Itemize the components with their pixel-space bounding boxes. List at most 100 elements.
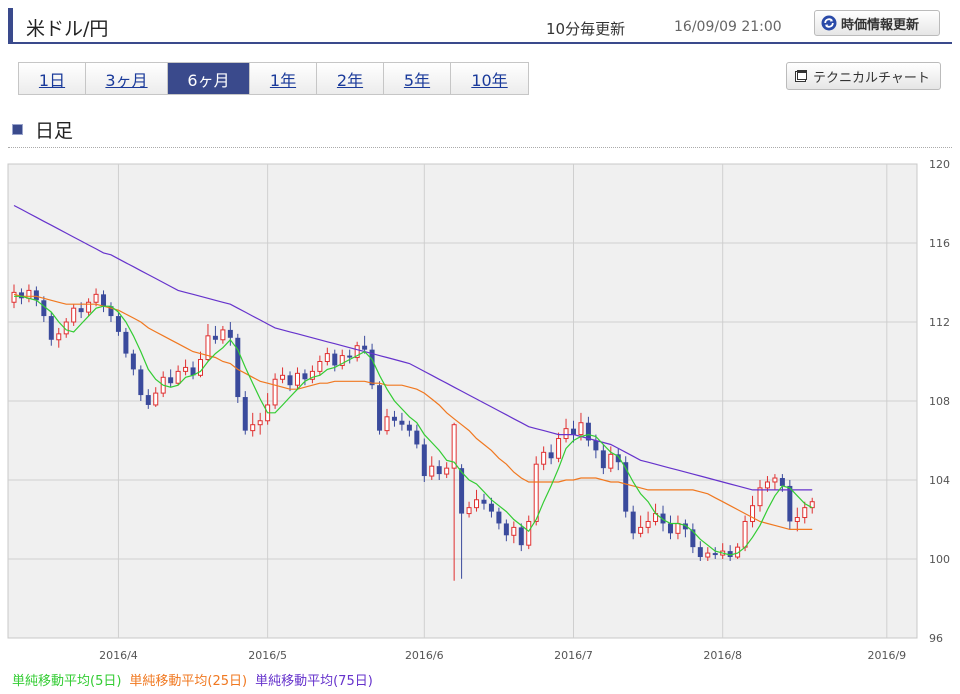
candle-body-down: [787, 485, 793, 522]
candle-body-down: [414, 430, 420, 445]
candle: [533, 456, 539, 526]
y-axis-tick-labels: 96 100 104 108 112 116 120: [929, 158, 950, 645]
candle: [93, 288, 99, 307]
candle: [488, 497, 494, 518]
candle: [309, 365, 315, 384]
candle: [145, 389, 151, 409]
candle: [391, 410, 397, 427]
candle-body-down: [660, 513, 666, 524]
candle: [764, 476, 770, 492]
chart-legend: 単純移動平均(5日) 単純移動平均(25日) 単純移動平均(75日): [12, 670, 373, 689]
candle-body-down: [585, 422, 591, 441]
y-tick-label: 108: [929, 395, 950, 408]
candle: [41, 296, 47, 322]
candle: [347, 349, 353, 364]
candle-body-down: [548, 452, 554, 459]
candle: [645, 511, 651, 534]
ma75-line: [13, 204, 813, 491]
candle: [608, 446, 614, 473]
candle-body-up: [466, 507, 472, 515]
candle-body-down: [503, 523, 509, 536]
candle-body-up: [742, 520, 748, 548]
candle-body-down: [18, 292, 24, 299]
section-marker-icon: [12, 124, 23, 135]
candle: [548, 444, 554, 465]
candle: [242, 391, 248, 435]
candle-body-up: [309, 370, 315, 380]
candle-body-up: [556, 438, 562, 459]
candle: [518, 523, 524, 552]
candle: [638, 515, 644, 538]
candle: [369, 343, 375, 390]
candle-body-up: [511, 526, 517, 536]
candle-body-up: [526, 520, 532, 546]
candle-body-down: [697, 547, 703, 558]
tab-6-months[interactable]: 6ヶ月: [168, 63, 250, 94]
candle: [287, 371, 293, 392]
technical-chart-button[interactable]: テクニカルチャート: [786, 62, 941, 90]
candle-body-down: [421, 444, 427, 477]
tab-3-months[interactable]: 3ヶ月: [86, 63, 168, 94]
candle-body-down: [369, 349, 375, 386]
candle: [324, 347, 330, 366]
tab-10-years[interactable]: 10年: [451, 63, 528, 94]
refresh-icon: [821, 15, 837, 31]
y-tick-label: 96: [929, 632, 943, 645]
candle-body-up: [205, 335, 211, 361]
candle-body-down: [406, 424, 412, 431]
candle: [56, 327, 62, 348]
candle-body-up: [86, 301, 92, 313]
candle-body-down: [459, 468, 465, 514]
candle-body-down: [347, 355, 353, 358]
legend-ma5: 単純移動平均(5日): [12, 674, 122, 689]
candle: [712, 547, 718, 559]
candle: [86, 298, 92, 317]
candle-body-down: [242, 397, 248, 431]
tab-5-years[interactable]: 5年: [384, 63, 451, 94]
candle-body-down: [302, 373, 308, 380]
candle-body-up: [11, 291, 17, 303]
tab-1-year[interactable]: 1年: [250, 63, 317, 94]
currency-pair-title: 米ドル/円: [26, 18, 109, 40]
candle-body-down: [108, 306, 114, 317]
candle-body-up: [339, 355, 345, 366]
candle-body-up: [317, 361, 323, 372]
candle: [451, 422, 457, 581]
candle-body-up: [802, 507, 808, 519]
candle-body-down: [168, 377, 174, 384]
candle-body-down: [630, 511, 636, 534]
refresh-quote-button[interactable]: 時価情報更新: [814, 10, 940, 36]
candle: [414, 424, 420, 449]
candle-body-down: [227, 329, 233, 338]
candle: [48, 312, 54, 346]
y-tick-label: 104: [929, 474, 950, 487]
candle-body-up: [578, 422, 584, 436]
refresh-quote-label: 時価情報更新: [841, 17, 920, 33]
candle-body-down: [690, 529, 696, 548]
x-tick-label: 2016/6: [405, 649, 444, 662]
candle: [593, 434, 599, 459]
candle-body-down: [138, 369, 144, 396]
candle-body-up: [750, 505, 756, 522]
candle-body-down: [123, 331, 129, 354]
candle: [183, 359, 189, 376]
candle-body-down: [615, 454, 621, 463]
candle: [317, 355, 323, 376]
candle-body-up: [675, 522, 681, 534]
candle: [772, 474, 778, 490]
candle: [496, 507, 502, 530]
y-tick-label: 112: [929, 316, 950, 329]
candle-body-up: [71, 307, 77, 323]
candle-body-up: [444, 467, 450, 475]
candle-body-up: [772, 477, 778, 483]
tab-2-years[interactable]: 2年: [317, 63, 384, 94]
candle: [257, 412, 263, 435]
candle-body-down: [391, 416, 397, 421]
candle-body-down: [436, 466, 442, 475]
candle: [444, 462, 450, 479]
candle: [615, 448, 621, 471]
candle: [682, 519, 688, 538]
ma25-line: [13, 293, 813, 530]
tab-1-day[interactable]: 1日: [19, 63, 86, 94]
candle: [294, 367, 300, 390]
